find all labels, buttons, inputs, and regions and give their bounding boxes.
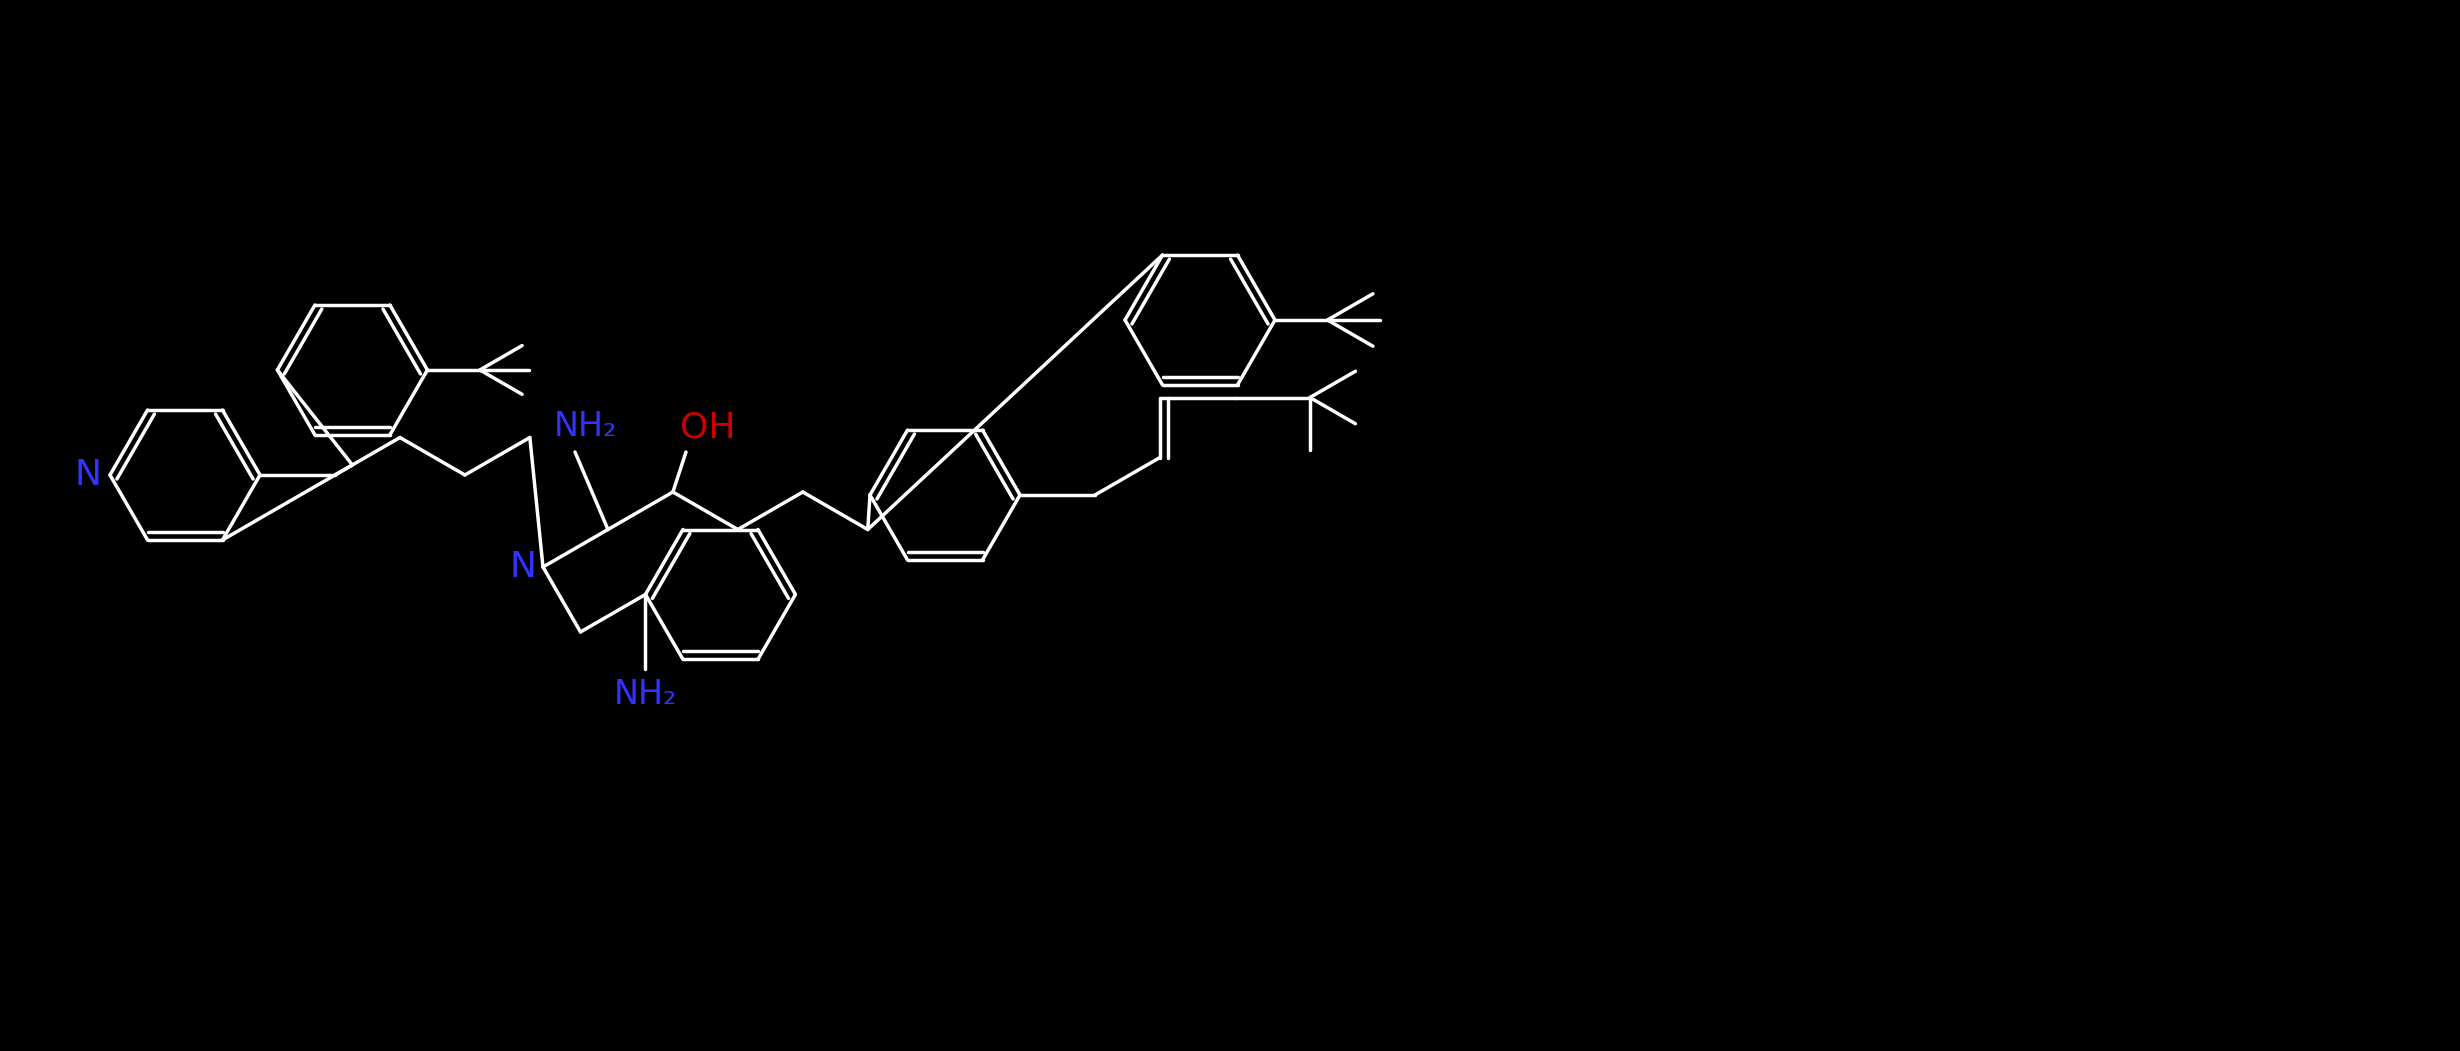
Text: OH: OH (681, 410, 736, 444)
Text: N: N (74, 458, 101, 492)
Text: N: N (509, 550, 536, 584)
Text: NH₂: NH₂ (613, 678, 676, 710)
Text: NH₂: NH₂ (554, 411, 617, 444)
